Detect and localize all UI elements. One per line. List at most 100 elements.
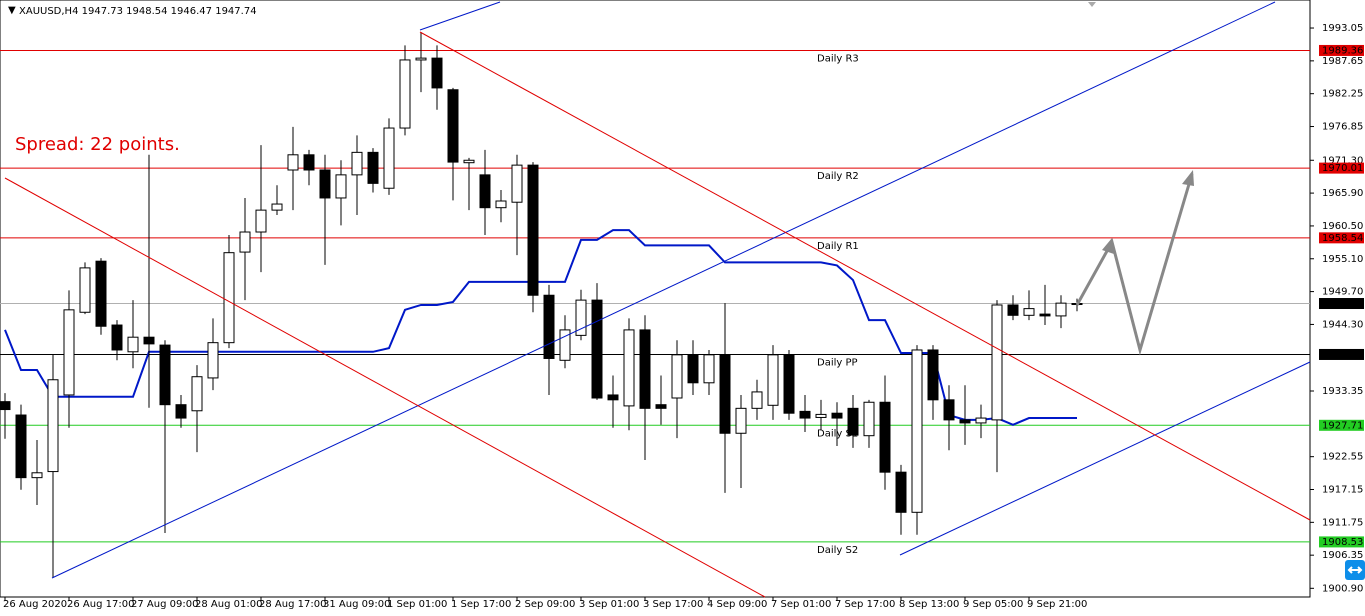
candle-body bbox=[175, 404, 187, 419]
candle-body bbox=[1023, 308, 1035, 316]
trend-line bbox=[419, 1, 501, 31]
candle-body bbox=[575, 299, 587, 336]
candle-body bbox=[975, 417, 987, 424]
indicator-line bbox=[4, 229, 1077, 426]
pivot-name: Daily S1 bbox=[817, 428, 858, 439]
candle-body bbox=[1007, 304, 1019, 316]
candle-body bbox=[655, 404, 667, 409]
y-tick-label: 1922.55 bbox=[1322, 452, 1363, 463]
candle-body bbox=[127, 336, 139, 353]
candle-body bbox=[687, 354, 699, 384]
candle-body bbox=[415, 57, 427, 61]
candle-body bbox=[735, 407, 747, 434]
candle-body bbox=[319, 169, 331, 199]
candle-body bbox=[447, 89, 459, 163]
y-tick-label: 1911.75 bbox=[1322, 517, 1363, 528]
candle-body bbox=[239, 231, 251, 253]
candle-body bbox=[879, 401, 891, 473]
candle-body bbox=[143, 336, 155, 345]
trend-line bbox=[51, 1, 1276, 579]
plot-layer: Daily R3 Daily R2 Daily R1 Daily PP Daily S1… bbox=[0, 31, 1310, 578]
candle-body bbox=[543, 294, 555, 359]
candle-body bbox=[991, 304, 1003, 421]
y-tick-label: 1960.50 bbox=[1322, 221, 1363, 232]
candle-body bbox=[31, 472, 43, 479]
y-tick-label: 1900.90 bbox=[1322, 583, 1363, 594]
price-label: 1908.53 bbox=[1322, 537, 1363, 548]
candle-body bbox=[815, 413, 827, 418]
trend-line bbox=[4, 177, 766, 598]
price-label: 1947.74 bbox=[1322, 299, 1363, 310]
candle-body bbox=[559, 329, 571, 361]
menu-arrow[interactable]: ▼ bbox=[8, 5, 16, 16]
candle-body bbox=[927, 349, 939, 401]
candle-body bbox=[511, 164, 523, 203]
x-tick-label: 27 Aug 09:00 bbox=[131, 599, 198, 610]
candle-body bbox=[863, 401, 875, 437]
candle-body bbox=[79, 267, 91, 313]
candle-body bbox=[159, 344, 171, 406]
trend-line bbox=[419, 31, 1311, 521]
y-tick-label: 1906.35 bbox=[1322, 550, 1363, 561]
price-label-bg bbox=[1319, 298, 1364, 310]
candle-body bbox=[1055, 302, 1067, 317]
candle-body bbox=[591, 299, 603, 399]
price-label-bg bbox=[1319, 162, 1364, 174]
x-tick-label: 7 Sep 01:00 bbox=[771, 599, 831, 610]
x-tick-label: 26 Aug 2020 bbox=[3, 599, 67, 610]
x-tick-label: 2 Sep 09:00 bbox=[515, 599, 575, 610]
y-tick-label: 1971.30 bbox=[1322, 155, 1363, 166]
x-tick-label: 7 Sep 17:00 bbox=[835, 599, 895, 610]
candle-body bbox=[223, 252, 235, 344]
candle-body bbox=[335, 174, 347, 199]
candle-body bbox=[767, 354, 779, 406]
candle-body bbox=[783, 354, 795, 414]
x-tick-label: 28 Aug 01:00 bbox=[195, 599, 262, 610]
y-tick-label: 1965.90 bbox=[1322, 188, 1363, 199]
candle-body bbox=[719, 354, 731, 434]
price-label-bg bbox=[1319, 44, 1364, 56]
price-label-bg bbox=[1319, 536, 1364, 548]
x-tick-label: 9 Sep 21:00 bbox=[1027, 599, 1087, 610]
trend-line bbox=[899, 361, 1311, 556]
arrow-head bbox=[1182, 170, 1194, 186]
pivot-name: Daily R2 bbox=[817, 171, 859, 182]
candle-body bbox=[399, 59, 411, 129]
y-tick-label: 1933.35 bbox=[1322, 386, 1363, 397]
price-label: 1970.01 bbox=[1322, 163, 1363, 174]
price-label: 1958.54 bbox=[1322, 233, 1363, 244]
candle-body bbox=[367, 151, 379, 184]
chart-title: XAUUSD,H4 1947.73 1948.54 1946.47 1947.7… bbox=[19, 6, 257, 17]
pivot-name: Daily R3 bbox=[817, 53, 859, 64]
y-tick-label: 1917.15 bbox=[1322, 485, 1363, 496]
y-tick-label: 1987.65 bbox=[1322, 56, 1363, 67]
x-tick-label: 31 Aug 09:00 bbox=[323, 599, 390, 610]
candle-body bbox=[495, 200, 507, 209]
y-tick-label: 1944.30 bbox=[1322, 319, 1363, 330]
pivot-name: Daily PP bbox=[817, 357, 858, 368]
x-tick-label: 28 Aug 17:00 bbox=[259, 599, 326, 610]
x-tick-label: 8 Sep 13:00 bbox=[899, 599, 959, 610]
candle-body bbox=[943, 399, 955, 421]
candle-body bbox=[527, 164, 539, 296]
y-tick-label: 1976.85 bbox=[1322, 122, 1363, 133]
spread-annotation: Spread: 22 points. bbox=[15, 134, 180, 155]
price-label-bg bbox=[1319, 419, 1364, 431]
candle-body bbox=[111, 324, 123, 351]
price-label-bg bbox=[1319, 232, 1364, 244]
candle-body bbox=[703, 354, 715, 384]
candle-body bbox=[47, 379, 59, 473]
y-tick-label: 1993.05 bbox=[1322, 23, 1363, 34]
candle-body bbox=[639, 329, 651, 409]
candle-body bbox=[463, 159, 475, 164]
candle-body bbox=[671, 354, 683, 399]
candle-body bbox=[831, 412, 843, 419]
price-label: 1939.36 bbox=[1322, 349, 1363, 360]
plot-frame bbox=[0, 0, 1311, 598]
price-label-bg bbox=[1319, 348, 1364, 360]
marker bbox=[1088, 2, 1096, 7]
x-tick-label: 26 Aug 17:00 bbox=[67, 599, 134, 610]
candle-body bbox=[751, 391, 763, 409]
candle-body bbox=[847, 407, 859, 436]
